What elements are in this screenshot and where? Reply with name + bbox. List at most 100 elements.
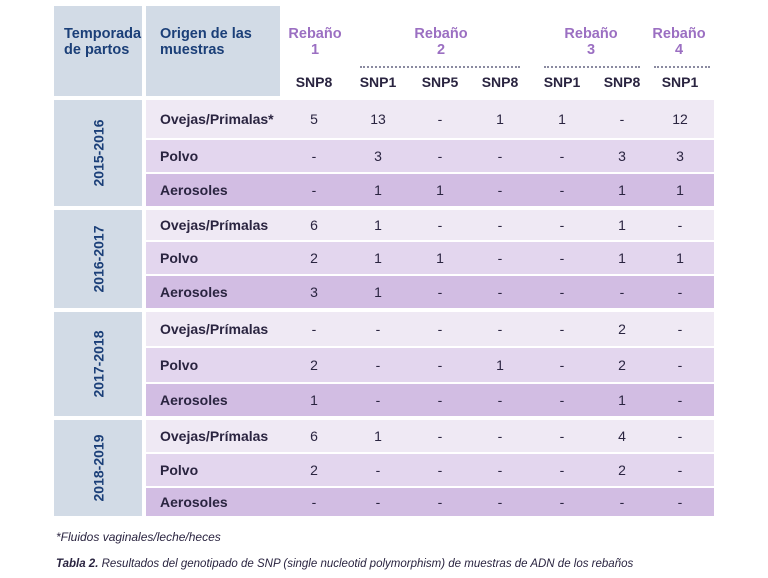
value-cell: -: [559, 357, 565, 373]
value-cell: -: [559, 284, 565, 300]
value-cell: -: [619, 111, 625, 127]
value-cell: 3: [618, 148, 626, 164]
origin-label: Aerosoles: [160, 494, 228, 510]
value-cell: -: [437, 392, 443, 408]
value-cell: -: [437, 357, 443, 373]
origin-label: Ovejas/Prímalas: [160, 321, 269, 337]
value-cell: -: [375, 357, 381, 373]
origin-label: Ovejas/Prímalas: [160, 428, 269, 444]
table-row: Polvo 2 1 1 - - 1 1: [146, 242, 714, 274]
value-cell: 1: [374, 284, 382, 300]
origin-header-label: Origen de las muestras: [160, 26, 252, 58]
value-cell: -: [677, 217, 683, 233]
season-header-label: Temporada de partos: [64, 26, 142, 58]
value-cell: 3: [374, 148, 382, 164]
value-cell: 2: [310, 357, 318, 373]
value-cell: -: [437, 111, 443, 127]
value-cell: -: [559, 494, 565, 510]
value-cell: -: [437, 284, 443, 300]
season-cell: 2016-2017: [54, 210, 142, 308]
value-cell: -: [437, 321, 443, 337]
value-cell: 2: [618, 357, 626, 373]
value-cell: 5: [310, 111, 318, 127]
value-cell: 1: [496, 111, 504, 127]
origin-header-cell: Origen de las muestras: [146, 6, 280, 96]
value-cell: 3: [310, 284, 318, 300]
value-cell: -: [677, 392, 683, 408]
season-label: 2015-2016: [89, 119, 106, 187]
table-row: Polvo - 3 - - - 3 3: [146, 140, 714, 172]
value-cell: 13: [370, 111, 386, 127]
snp-column-header: SNP8: [481, 74, 519, 90]
value-cell: 12: [672, 111, 688, 127]
season-header-cell: Temporada de partos: [54, 6, 142, 96]
snp-column-header: SNP1: [359, 74, 397, 90]
footnote: *Fluidos vaginales/leche/heces: [56, 530, 221, 544]
value-cell: 4: [618, 428, 626, 444]
value-cell: -: [375, 494, 381, 510]
table-row: Ovejas/Prímalas 6 1 - - - 4 -: [146, 420, 714, 452]
value-cell: -: [437, 462, 443, 478]
value-cell: -: [559, 182, 565, 198]
herd-3-header: Rebaño 3: [564, 26, 618, 58]
season-label: 2016-2017: [89, 225, 106, 293]
table-row: Ovejas/Prímalas - - - - - 2 -: [146, 312, 714, 346]
origin-label: Polvo: [160, 462, 199, 478]
value-cell: 1: [310, 392, 318, 408]
origin-label: Aerosoles: [160, 182, 228, 198]
value-cell: -: [497, 494, 503, 510]
snp-column-header: SNP1: [661, 74, 699, 90]
herd-4-header: Rebaño 4: [652, 26, 706, 58]
herd-4-divider: [654, 66, 710, 68]
value-cell: -: [311, 494, 317, 510]
value-cell: -: [311, 182, 317, 198]
season-cell: 2017-2018: [54, 312, 142, 416]
value-cell: -: [677, 357, 683, 373]
value-cell: 1: [618, 217, 626, 233]
herd-2-header: Rebaño 2: [414, 26, 468, 58]
value-cell: -: [559, 250, 565, 266]
value-cell: -: [497, 392, 503, 408]
snp-column-header: SNP8: [295, 74, 333, 90]
value-cell: -: [437, 217, 443, 233]
table-row: Aerosoles - 1 1 - - 1 1: [146, 174, 714, 206]
herd-2-divider: [360, 66, 520, 68]
table-caption: Tabla 2. Resultados del genotipado de SN…: [56, 558, 633, 570]
value-cell: -: [311, 148, 317, 164]
value-cell: 3: [676, 148, 684, 164]
value-cell: -: [497, 321, 503, 337]
season-cell: 2015-2016: [54, 100, 142, 206]
herd-1-header: Rebaño 1: [288, 26, 342, 58]
value-cell: -: [677, 428, 683, 444]
caption-label: Tabla 2.: [56, 558, 99, 570]
value-cell: -: [437, 428, 443, 444]
table-row: Polvo 2 - - 1 - 2 -: [146, 348, 714, 382]
value-cell: -: [497, 284, 503, 300]
value-cell: 1: [618, 250, 626, 266]
table-row: Polvo 2 - - - - 2 -: [146, 454, 714, 486]
value-cell: 1: [558, 111, 566, 127]
value-cell: -: [559, 321, 565, 337]
origin-label: Polvo: [160, 250, 199, 266]
value-cell: 1: [436, 250, 444, 266]
herd-3-divider: [544, 66, 640, 68]
value-cell: 2: [310, 462, 318, 478]
value-cell: 2: [618, 321, 626, 337]
value-cell: 1: [374, 428, 382, 444]
origin-label: Polvo: [160, 357, 199, 373]
season-label: 2017-2018: [89, 330, 106, 398]
season-label: 2018-2019: [89, 434, 106, 502]
value-cell: 1: [618, 182, 626, 198]
caption-text: Resultados del genotipado de SNP (single…: [98, 558, 634, 570]
value-cell: -: [497, 217, 503, 233]
value-cell: 1: [676, 182, 684, 198]
value-cell: -: [559, 462, 565, 478]
value-cell: -: [619, 494, 625, 510]
value-cell: 1: [496, 357, 504, 373]
origin-label: Aerosoles: [160, 392, 228, 408]
value-cell: 1: [618, 392, 626, 408]
value-cell: -: [497, 428, 503, 444]
value-cell: -: [559, 217, 565, 233]
value-cell: 1: [374, 217, 382, 233]
value-cell: -: [677, 321, 683, 337]
